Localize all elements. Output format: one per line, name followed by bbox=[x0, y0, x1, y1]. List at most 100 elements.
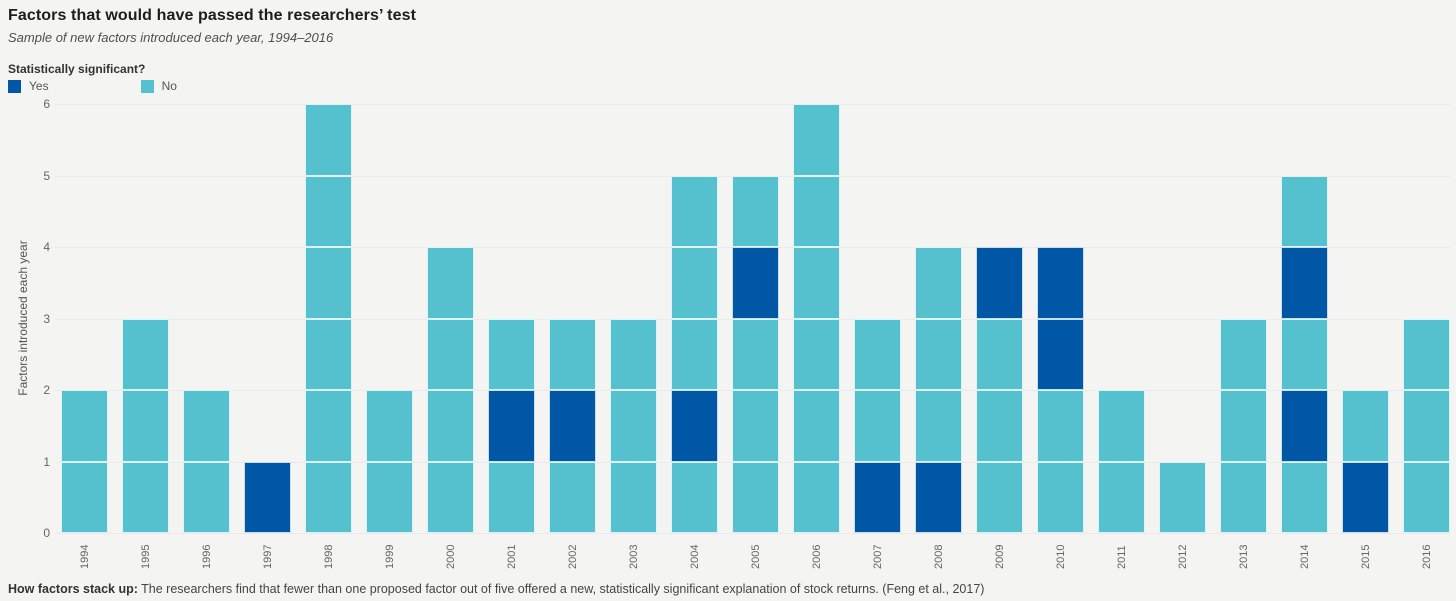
bar-segment-2010-1-no[interactable] bbox=[1037, 461, 1084, 533]
bar-segment-2000-3-no[interactable] bbox=[427, 318, 474, 390]
bar-segment-2007-3-no[interactable] bbox=[854, 318, 901, 390]
bar-segment-2008-1-yes[interactable] bbox=[915, 461, 962, 533]
bar-segment-2002-1-no[interactable] bbox=[549, 461, 596, 533]
bar-segment-2001-3-no[interactable] bbox=[488, 318, 535, 390]
x-tick-label-2005: 2005 bbox=[749, 544, 762, 570]
bar-segment-1995-3-no[interactable] bbox=[122, 318, 169, 390]
bar-segment-2001-1-no[interactable] bbox=[488, 461, 535, 533]
bar-segment-2008-4-no[interactable] bbox=[915, 247, 962, 319]
x-tick-label-1997: 1997 bbox=[261, 544, 274, 570]
bar-segment-2005-1-no[interactable] bbox=[732, 461, 779, 533]
y-tick-label-1: 1 bbox=[43, 454, 50, 469]
x-tick-label-2013: 2013 bbox=[1237, 544, 1250, 570]
bar-segment-1999-1-no[interactable] bbox=[366, 461, 413, 533]
x-tick-label-2004: 2004 bbox=[688, 544, 701, 570]
bar-segment-2010-2-no[interactable] bbox=[1037, 390, 1084, 462]
bar-segment-2014-4-yes[interactable] bbox=[1281, 247, 1328, 319]
bar-segment-2002-2-yes[interactable] bbox=[549, 390, 596, 462]
bar-segment-2010-3-yes[interactable] bbox=[1037, 318, 1084, 390]
bar-segment-1996-1-no[interactable] bbox=[183, 461, 230, 533]
bar-segment-2007-1-yes[interactable] bbox=[854, 461, 901, 533]
bar-segment-2006-4-no[interactable] bbox=[793, 247, 840, 319]
x-tick-label-2000: 2000 bbox=[444, 544, 457, 570]
bar-segment-2010-4-yes[interactable] bbox=[1037, 247, 1084, 319]
bar-segment-2009-1-no[interactable] bbox=[976, 461, 1023, 533]
bar-segment-2006-3-no[interactable] bbox=[793, 318, 840, 390]
x-tick-label-2007: 2007 bbox=[871, 544, 884, 570]
bar-segment-2012-1-no[interactable] bbox=[1159, 461, 1206, 533]
bar-segment-2005-5-no[interactable] bbox=[732, 175, 779, 247]
bar-segment-2014-2-yes[interactable] bbox=[1281, 390, 1328, 462]
bar-segment-1995-2-no[interactable] bbox=[122, 390, 169, 462]
y-tick-label-6: 6 bbox=[43, 97, 50, 111]
bar-segment-2004-5-no[interactable] bbox=[671, 175, 718, 247]
bar-segment-2016-2-no[interactable] bbox=[1403, 390, 1450, 462]
bar-segment-2016-1-no[interactable] bbox=[1403, 461, 1450, 533]
bar-segment-1998-6-no[interactable] bbox=[305, 104, 352, 176]
bar-segment-2009-3-no[interactable] bbox=[976, 318, 1023, 390]
bar-segment-2002-3-no[interactable] bbox=[549, 318, 596, 390]
x-tick-label-1994: 1994 bbox=[78, 544, 91, 570]
bar-segment-2013-3-no[interactable] bbox=[1220, 318, 1267, 390]
bar-segment-2011-1-no[interactable] bbox=[1098, 461, 1145, 533]
x-tick-label-2008: 2008 bbox=[932, 544, 945, 570]
bar-segment-2008-2-no[interactable] bbox=[915, 390, 962, 462]
legend-item-yes[interactable]: Yes bbox=[8, 79, 49, 93]
bar-segment-2009-4-yes[interactable] bbox=[976, 247, 1023, 319]
bar-segment-2007-2-no[interactable] bbox=[854, 390, 901, 462]
bar-segment-2000-4-no[interactable] bbox=[427, 247, 474, 319]
bar-segment-2006-5-no[interactable] bbox=[793, 175, 840, 247]
bar-segment-2008-3-no[interactable] bbox=[915, 318, 962, 390]
x-tick-label-2010: 2010 bbox=[1054, 544, 1067, 570]
bar-segment-1998-3-no[interactable] bbox=[305, 318, 352, 390]
bar-segment-2014-1-no[interactable] bbox=[1281, 461, 1328, 533]
bar-segment-2005-3-no[interactable] bbox=[732, 318, 779, 390]
bar-segment-2014-3-no[interactable] bbox=[1281, 318, 1328, 390]
footer-caption-label: How factors stack up: bbox=[8, 582, 138, 596]
bar-segment-1999-2-no[interactable] bbox=[366, 390, 413, 462]
bar-segment-2005-4-yes[interactable] bbox=[732, 247, 779, 319]
bar-segment-2005-2-no[interactable] bbox=[732, 390, 779, 462]
x-tick-label-1995: 1995 bbox=[139, 544, 152, 570]
bar-segment-2001-2-yes[interactable] bbox=[488, 390, 535, 462]
bar-segment-2004-3-no[interactable] bbox=[671, 318, 718, 390]
bar-segment-1994-2-no[interactable] bbox=[61, 390, 108, 462]
x-tick-label-1996: 1996 bbox=[200, 544, 213, 570]
bar-segment-1997-1-yes[interactable] bbox=[244, 461, 291, 533]
bar-segment-1998-1-no[interactable] bbox=[305, 461, 352, 533]
bar-segment-1995-1-no[interactable] bbox=[122, 461, 169, 533]
bar-segment-2004-2-yes[interactable] bbox=[671, 390, 718, 462]
bar-segment-2016-3-no[interactable] bbox=[1403, 318, 1450, 390]
bar-segment-2006-1-no[interactable] bbox=[793, 461, 840, 533]
footer-caption-text: The researchers find that fewer than one… bbox=[137, 582, 985, 596]
x-tick-label-1999: 1999 bbox=[383, 544, 396, 570]
bar-segment-2000-1-no[interactable] bbox=[427, 461, 474, 533]
x-tick-label-2003: 2003 bbox=[627, 544, 640, 570]
legend-item-no[interactable]: No bbox=[140, 79, 177, 93]
x-tick-label-2011: 2011 bbox=[1115, 545, 1128, 569]
bar-segment-2011-2-no[interactable] bbox=[1098, 390, 1145, 462]
x-tick-label-2001: 2001 bbox=[505, 544, 518, 570]
bar-segment-1998-4-no[interactable] bbox=[305, 247, 352, 319]
bar-segment-2000-2-no[interactable] bbox=[427, 390, 474, 462]
bar-segment-2004-4-no[interactable] bbox=[671, 247, 718, 319]
bar-segment-2015-2-no[interactable] bbox=[1342, 390, 1389, 462]
bar-segment-2006-2-no[interactable] bbox=[793, 390, 840, 462]
bar-segment-1996-2-no[interactable] bbox=[183, 390, 230, 462]
bar-segment-2003-3-no[interactable] bbox=[610, 318, 657, 390]
bar-segment-2013-2-no[interactable] bbox=[1220, 390, 1267, 462]
gridline-y-0 bbox=[55, 533, 1450, 534]
bar-segment-2003-2-no[interactable] bbox=[610, 390, 657, 462]
footer-caption: How factors stack up: The researchers fi… bbox=[8, 582, 1448, 596]
legend-label-yes: Yes bbox=[29, 79, 49, 93]
bar-segment-1994-1-no[interactable] bbox=[61, 461, 108, 533]
bar-segment-2015-1-yes[interactable] bbox=[1342, 461, 1389, 533]
bar-segment-2006-6-no[interactable] bbox=[793, 104, 840, 176]
bar-segment-2014-5-no[interactable] bbox=[1281, 175, 1328, 247]
bar-segment-1998-2-no[interactable] bbox=[305, 390, 352, 462]
bar-segment-1998-5-no[interactable] bbox=[305, 175, 352, 247]
bar-segment-2004-1-no[interactable] bbox=[671, 461, 718, 533]
bar-segment-2003-1-no[interactable] bbox=[610, 461, 657, 533]
bar-segment-2009-2-no[interactable] bbox=[976, 390, 1023, 462]
bar-segment-2013-1-no[interactable] bbox=[1220, 461, 1267, 533]
